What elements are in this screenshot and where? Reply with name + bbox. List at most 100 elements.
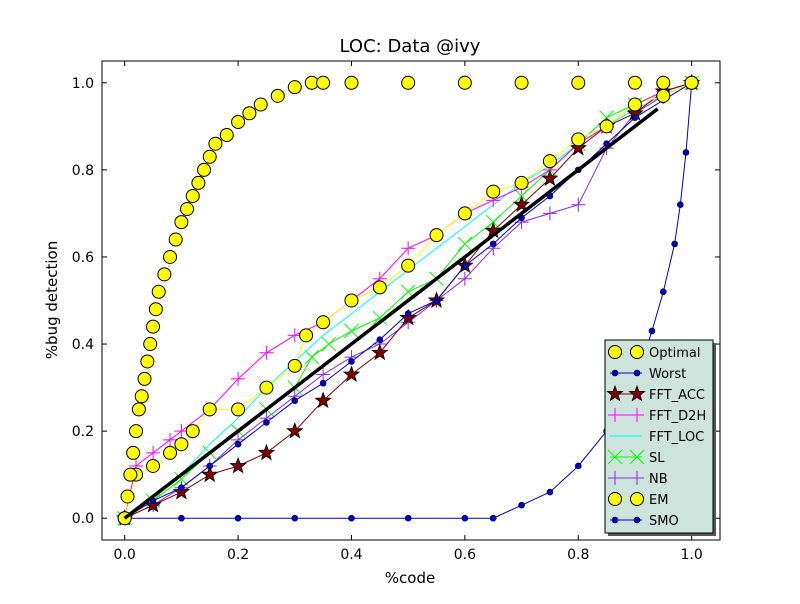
data-point-fft-acc: [172, 482, 191, 500]
legend-marker-em: [630, 492, 644, 506]
data-point-optimal: [253, 97, 268, 112]
x-tick-label: 0.8: [567, 547, 589, 563]
data-point-smo: [178, 484, 185, 492]
data-point-em: [259, 380, 274, 395]
data-point-em: [372, 280, 387, 295]
data-point-optimal: [185, 188, 200, 203]
y-tick-label: 0.4: [72, 337, 94, 353]
data-point-optimal: [157, 267, 172, 282]
data-point-worst: [489, 514, 497, 522]
data-point-fft-acc: [286, 421, 304, 439]
legend-label-fft-acc: FFT_ACC: [649, 388, 705, 403]
data-point-optimal: [242, 106, 257, 121]
legend: Optimal Worst FFT_ACC FFT_D2H FFT_LOC SL NB EM S…: [604, 339, 716, 536]
legend-marker-fft-d2h: [630, 408, 644, 422]
data-point-smo: [433, 297, 440, 304]
data-point-worst: [234, 514, 242, 522]
data-point-nb: [316, 367, 331, 382]
x-tick-label: 0.0: [114, 547, 136, 563]
data-point-optimal: [514, 75, 529, 90]
data-point-smo: [263, 419, 270, 426]
data-point-optimal: [202, 149, 217, 164]
data-point-fft-d2h: [231, 371, 246, 386]
x-tick-label: 0.2: [227, 547, 249, 563]
data-point-nb: [542, 206, 557, 221]
data-point-em: [202, 402, 217, 417]
data-point-optimal: [231, 114, 246, 129]
data-point-optimal: [316, 75, 331, 90]
data-point-em: [174, 437, 189, 452]
data-point-fft-acc: [257, 443, 276, 461]
data-point-optimal: [174, 215, 189, 230]
data-point-smo: [461, 262, 469, 269]
data-point-optimal: [131, 402, 146, 417]
data-point-em: [146, 458, 161, 473]
data-point-smo: [348, 358, 355, 365]
data-point-em: [457, 206, 472, 221]
legend-marker-fft-d2h: [608, 408, 622, 422]
data-point-fft-d2h: [163, 432, 178, 447]
data-point-fft-d2h: [146, 445, 161, 460]
data-point-em: [542, 154, 557, 169]
legend-label-sl: SL: [649, 451, 665, 466]
data-point-smo: [206, 462, 214, 470]
data-point-smo: [291, 397, 299, 404]
legend-marker-em: [608, 492, 622, 506]
legend-item-worst: Worst: [610, 367, 686, 382]
data-point-smo: [234, 440, 242, 448]
data-point-worst: [404, 514, 412, 522]
data-point-optimal: [123, 467, 138, 482]
data-point-sl: [457, 236, 473, 252]
legend-marker-sl: [607, 449, 623, 465]
data-point-em: [571, 132, 586, 147]
chart-title: LOC: Data @ivy: [340, 36, 481, 57]
legend-item-fft-acc: FFT_ACC: [606, 384, 705, 403]
data-point-worst: [677, 201, 684, 208]
data-point-fft-acc: [371, 343, 389, 361]
data-point-sl: [372, 310, 388, 326]
y-tick-label: 0.6: [72, 250, 94, 266]
data-point-fft-acc: [229, 456, 247, 474]
data-point-sl: [321, 336, 337, 352]
data-point-optimal: [168, 232, 183, 247]
data-point-em: [486, 184, 501, 199]
data-point-fft-acc: [314, 391, 332, 409]
y-tick-label: 0.2: [72, 424, 94, 440]
legend-marker-smo: [633, 516, 641, 524]
data-point-worst: [682, 149, 690, 156]
data-point-optimal: [344, 75, 359, 90]
legend-label-em: EM: [649, 493, 668, 508]
legend-label-smo: SMO: [649, 514, 679, 529]
data-point-optimal: [134, 389, 149, 404]
data-point-optimal: [126, 445, 141, 460]
data-point-worst: [574, 462, 582, 470]
y-tick-label: 0.0: [72, 511, 94, 527]
data-point-worst: [660, 288, 667, 296]
series-smo: [121, 79, 695, 522]
legend-item-nb: NB: [608, 471, 668, 487]
data-point-optimal: [140, 354, 155, 369]
data-point-fft-d2h: [401, 241, 416, 256]
data-point-em: [163, 445, 178, 460]
data-point-fft-acc: [541, 169, 559, 186]
data-point-optimal: [208, 136, 223, 151]
legend-label-fft-d2h: FFT_D2H: [649, 409, 706, 424]
data-point-optimal: [120, 489, 135, 504]
y-tick-label: 1.0: [72, 76, 94, 92]
data-point-optimal: [151, 284, 166, 299]
data-point-optimal: [270, 88, 285, 103]
series-em: [117, 75, 699, 526]
x-axis-label: %code: [385, 569, 435, 587]
data-point-em: [316, 315, 331, 330]
data-point-optimal: [457, 75, 472, 90]
data-point-optimal: [219, 128, 234, 143]
data-point-worst: [291, 514, 299, 522]
x-tick-label: 0.6: [454, 547, 476, 563]
legend-item-sl: SL: [607, 449, 665, 466]
legend-label-optimal: Optimal: [649, 346, 700, 361]
legend-label-worst: Worst: [649, 367, 686, 382]
legend-marker-nb: [608, 471, 622, 485]
data-point-optimal: [143, 337, 158, 352]
legend-marker-smo: [611, 516, 619, 524]
